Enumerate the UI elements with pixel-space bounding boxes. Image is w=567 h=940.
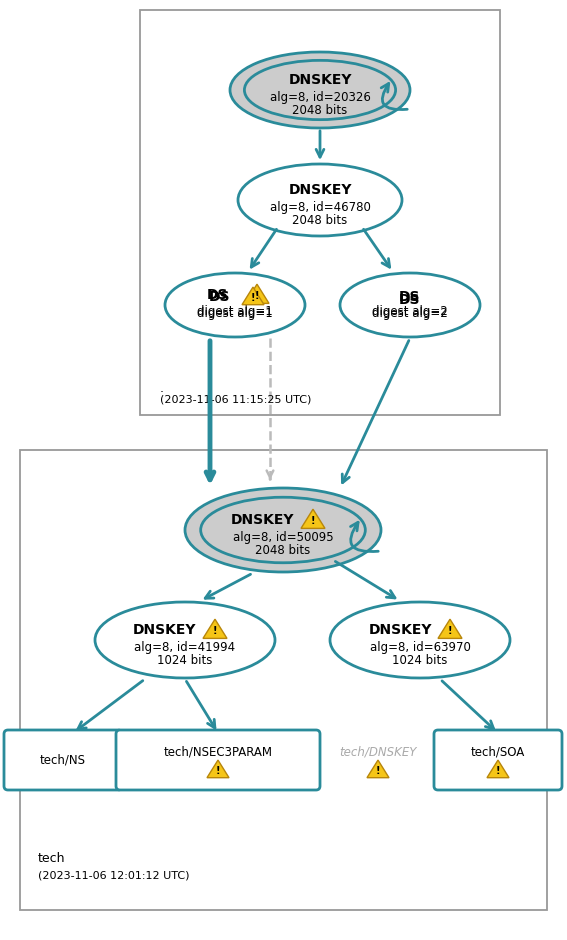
Text: alg=8, id=46780: alg=8, id=46780 [269,200,370,213]
Text: digest alg=1: digest alg=1 [197,306,273,320]
Polygon shape [245,284,269,304]
Text: DNSKEY: DNSKEY [368,623,431,637]
Text: DS: DS [399,293,421,307]
Ellipse shape [165,273,305,337]
FancyBboxPatch shape [116,730,320,790]
Polygon shape [207,760,229,777]
Text: digest alg=2: digest alg=2 [372,306,448,319]
Text: DNSKEY: DNSKEY [288,183,352,197]
Text: tech/NSEC3PARAM: tech/NSEC3PARAM [163,745,273,759]
Bar [140,10,500,415]
Ellipse shape [340,273,480,337]
Text: 2048 bits: 2048 bits [293,213,348,227]
FancyBboxPatch shape [434,730,562,790]
Text: 1024 bits: 1024 bits [157,653,213,666]
Text: !: ! [376,766,380,776]
Text: DS: DS [206,288,228,302]
Text: (2023-11-06 12:01:12 UTC): (2023-11-06 12:01:12 UTC) [38,871,189,881]
Text: alg=8, id=20326: alg=8, id=20326 [269,90,370,103]
Text: tech/DNSKEY: tech/DNSKEY [339,745,417,759]
Text: !: ! [213,626,217,636]
Text: tech/SOA: tech/SOA [471,745,525,759]
Text: DNSKEY: DNSKEY [133,623,197,637]
Polygon shape [301,509,325,528]
Text: 1024 bits: 1024 bits [392,653,448,666]
Ellipse shape [185,488,381,572]
Ellipse shape [95,602,275,678]
Text: alg=8, id=41994: alg=8, id=41994 [134,640,235,653]
Polygon shape [487,760,509,777]
Text: !: ! [448,626,452,636]
Text: 2048 bits: 2048 bits [293,103,348,117]
Text: DNSKEY: DNSKEY [288,73,352,87]
Text: DS: DS [399,290,421,304]
Text: alg=8, id=63970: alg=8, id=63970 [370,640,471,653]
Text: .: . [160,382,164,395]
Text: tech: tech [38,852,66,865]
Polygon shape [438,619,462,638]
Text: 2048 bits: 2048 bits [255,543,311,556]
Bar [20,450,547,910]
Text: (2023-11-06 11:15:25 UTC): (2023-11-06 11:15:25 UTC) [160,395,311,405]
Text: tech/NS: tech/NS [40,754,86,766]
Ellipse shape [238,164,402,236]
Ellipse shape [230,52,410,128]
Text: digest alg=1: digest alg=1 [197,306,273,319]
Text: !: ! [251,293,255,303]
Text: alg=8, id=50095: alg=8, id=50095 [232,530,333,543]
Polygon shape [367,760,389,777]
FancyBboxPatch shape [4,730,122,790]
Text: DNSKEY: DNSKEY [231,513,295,527]
Polygon shape [242,287,264,305]
Text: !: ! [255,291,259,301]
Text: !: ! [496,766,500,776]
Text: digest alg=2: digest alg=2 [372,306,448,320]
Polygon shape [203,619,227,638]
Text: !: ! [311,516,315,526]
Text: DS: DS [208,290,230,304]
Text: !: ! [216,766,220,776]
Ellipse shape [330,602,510,678]
